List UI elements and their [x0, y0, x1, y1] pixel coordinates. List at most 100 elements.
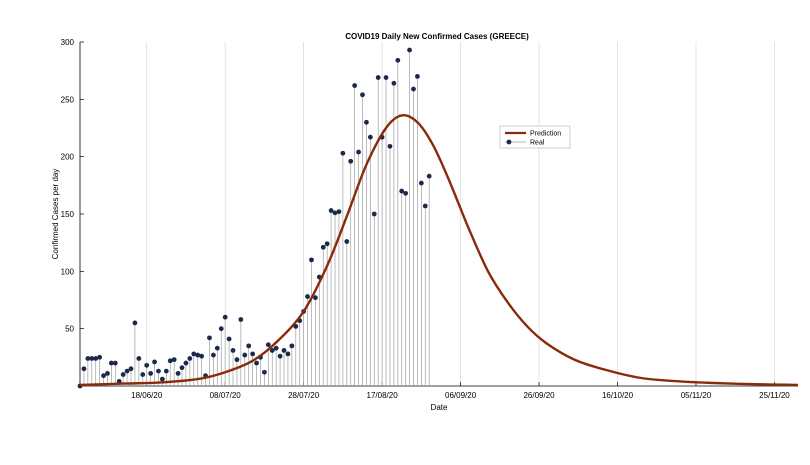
prediction-line — [79, 114, 799, 387]
real-point — [246, 343, 252, 349]
real-point — [391, 80, 397, 86]
y-axis-label: Confirmed Cases per day — [51, 169, 60, 260]
real-point — [265, 342, 271, 348]
real-point — [187, 356, 193, 361]
real-point — [360, 92, 365, 98]
real-point — [120, 372, 126, 377]
real-point — [367, 134, 373, 140]
real-point — [230, 348, 236, 353]
real-point — [348, 158, 354, 164]
x-tick-label: 06/09/20 — [445, 391, 477, 400]
real-point — [273, 345, 279, 351]
real-point — [222, 314, 228, 320]
y-tick-label: 50 — [65, 325, 74, 334]
real-point — [108, 360, 114, 366]
real-point — [320, 244, 326, 250]
real-point — [332, 210, 338, 216]
real-point — [124, 368, 130, 374]
real-point — [399, 188, 405, 194]
real-point — [167, 358, 173, 364]
real-point — [144, 362, 150, 368]
real-point — [371, 211, 377, 217]
real-point — [328, 208, 334, 213]
y-tick-label: 100 — [61, 267, 75, 276]
real-point — [352, 83, 358, 88]
real-point — [426, 173, 432, 179]
real-point — [234, 357, 240, 363]
legend-prediction-label: Prediction — [530, 131, 561, 138]
chart-title: COVID19 Daily New Confirmed Cases (GREEC… — [345, 32, 529, 41]
x-tick-label: 17/08/20 — [367, 391, 399, 400]
real-point — [238, 317, 244, 322]
real-point — [89, 356, 95, 361]
real-point — [356, 149, 361, 155]
y-tick-label: 250 — [61, 95, 75, 104]
y-axis-ticks: 50 100 150 200 250 300 — [61, 38, 84, 334]
real-point — [242, 352, 248, 358]
x-tick-label: 28/07/20 — [288, 391, 320, 400]
real-point — [171, 357, 177, 363]
real-point — [285, 351, 291, 357]
real-point — [93, 356, 99, 361]
real-point — [324, 241, 330, 247]
real-point — [313, 295, 318, 301]
real-series — [77, 47, 432, 389]
real-point — [218, 326, 224, 332]
real-point — [289, 343, 295, 349]
real-point — [175, 370, 181, 376]
real-point — [387, 143, 393, 149]
prediction-series — [79, 114, 799, 387]
real-point — [418, 180, 424, 186]
real-point — [254, 360, 259, 366]
x-tick-label: 18/06/20 — [131, 391, 163, 400]
real-point — [344, 239, 350, 244]
real-point — [383, 75, 389, 80]
real-point — [411, 86, 416, 92]
real-point — [364, 119, 369, 125]
real-point — [191, 351, 197, 357]
real-point — [407, 47, 412, 53]
x-axis-ticks: 18/06/20 08/07/20 28/07/20 17/08/20 06/09/20… — [131, 382, 790, 400]
x-tick-label: 26/09/20 — [523, 391, 555, 400]
real-point — [340, 150, 346, 156]
legend-box — [499, 125, 571, 149]
real-point — [132, 320, 138, 326]
real-point — [375, 75, 381, 80]
real-point — [81, 366, 87, 372]
legend-real-marker — [506, 139, 512, 145]
real-point — [112, 360, 118, 366]
x-axis-label: Date — [431, 403, 448, 412]
real-point — [336, 209, 342, 215]
real-point — [422, 203, 428, 209]
x-tick-label: 16/10/20 — [602, 391, 634, 400]
real-point — [207, 335, 212, 341]
real-point — [148, 370, 154, 376]
real-point — [403, 190, 409, 196]
real-point — [128, 366, 134, 372]
y-tick-label: 150 — [61, 210, 75, 219]
x-tick-label: 08/07/20 — [210, 391, 242, 400]
y-tick-label: 200 — [61, 153, 75, 162]
real-point — [140, 372, 146, 377]
real-point — [250, 351, 256, 357]
real-point — [305, 294, 310, 299]
real-point — [101, 373, 106, 379]
real-point — [277, 353, 283, 359]
real-point — [85, 356, 91, 361]
real-point — [199, 353, 205, 359]
real-point — [152, 359, 157, 365]
real-point — [179, 365, 185, 371]
real-point — [281, 348, 287, 353]
y-tick-label: 300 — [61, 38, 75, 47]
legend-real-label: Real — [530, 140, 545, 147]
real-point — [136, 356, 142, 361]
real-point — [395, 57, 401, 63]
real-point — [262, 369, 267, 375]
real-point — [226, 336, 232, 342]
real-point — [269, 348, 275, 353]
real-point — [156, 368, 161, 374]
real-point — [309, 257, 314, 263]
real-point — [163, 368, 169, 374]
x-tick-label: 05/11/20 — [681, 391, 712, 400]
